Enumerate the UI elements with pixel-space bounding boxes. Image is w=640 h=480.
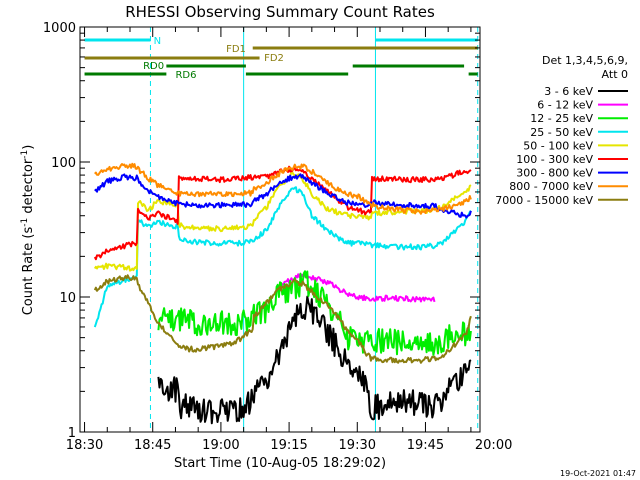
y-label-superscript-2: -1 <box>20 150 30 159</box>
legend-label: 50 - 100 keV <box>523 139 593 152</box>
x-tick-label: 18:30 <box>66 438 103 453</box>
legend-label: 6 - 12 keV <box>537 99 593 112</box>
legend-label: 100 - 300 keV <box>516 153 593 166</box>
legend-label: 300 - 800 keV <box>516 167 593 180</box>
series-line-3 <box>93 186 472 328</box>
flag-label-1: FD1 <box>226 44 246 55</box>
mode-change-lines <box>149 27 479 432</box>
flag-bars: N FD1 FD2 RD0 RD6 <box>84 36 478 81</box>
x-tick-label: 19:15 <box>270 438 307 453</box>
y-label-superscript-1: -1 <box>20 218 30 227</box>
legend-label: 7000 - 15000 keV <box>495 194 593 207</box>
flag-label-3: RD0 <box>143 61 164 72</box>
x-tick-label: 20:00 <box>475 438 512 453</box>
series-lines <box>93 162 472 425</box>
flag-label-2: FD2 <box>264 53 284 64</box>
plot-area <box>80 27 480 432</box>
chart-title: RHESSI Observing Summary Count Rates <box>125 3 435 21</box>
series-line-6 <box>94 173 472 219</box>
series-line-0 <box>157 295 472 425</box>
plot-frame <box>79 26 481 433</box>
x-tick-label: 19:30 <box>339 438 376 453</box>
timestamp: 19-Oct-2021 01:47 <box>560 469 636 478</box>
plot-background <box>80 27 480 432</box>
legend-label: 25 - 50 keV <box>530 126 593 139</box>
flag-label-4: RD6 <box>175 70 196 81</box>
y-tick-label: 100 <box>51 156 76 171</box>
y-axis-label: Count Rate (s-1 detector-1) <box>20 145 36 316</box>
series-line-2 <box>157 270 472 356</box>
flag-label-0: N <box>154 36 161 47</box>
legend-header: Det 1,3,4,5,6,9, <box>542 54 628 67</box>
x-tick-label: 18:45 <box>134 438 171 453</box>
x-axis-label: Start Time (10-Aug-05 18:29:02) <box>174 456 386 471</box>
y-label-part-2: detector <box>21 158 36 218</box>
y-tick-label: 1000 <box>43 21 76 36</box>
y-label-part-1: Count Rate (s <box>21 227 36 316</box>
x-tick-labels: 18:30 18:45 19:00 19:15 19:30 19:45 20:00 <box>66 438 513 453</box>
series-line-7 <box>94 162 472 215</box>
y-tick-label: 1 <box>68 426 76 441</box>
legend-label: 3 - 6 keV <box>544 85 593 98</box>
x-tick-label: 19:45 <box>407 438 444 453</box>
y-label-part-3: ) <box>21 145 36 150</box>
y-tick-labels: 1 10 100 1000 <box>43 21 76 441</box>
legend-label: 800 - 7000 keV <box>509 180 593 193</box>
legend-header: Att 0 <box>602 68 628 81</box>
series-line-8 <box>93 274 472 364</box>
x-tick-label: 19:00 <box>202 438 239 453</box>
axis-ticks <box>80 27 480 433</box>
legend-label: 12 - 25 keV <box>530 112 593 125</box>
y-tick-label: 10 <box>59 291 76 306</box>
